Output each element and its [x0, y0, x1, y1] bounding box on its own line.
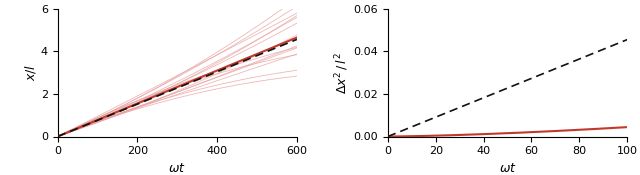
Y-axis label: $x/l$: $x/l$ [23, 64, 38, 81]
Y-axis label: $\Delta x^2\,/\,l^2$: $\Delta x^2\,/\,l^2$ [333, 52, 351, 93]
X-axis label: $\omega t$: $\omega t$ [499, 162, 516, 175]
X-axis label: $\omega t$: $\omega t$ [168, 162, 186, 175]
